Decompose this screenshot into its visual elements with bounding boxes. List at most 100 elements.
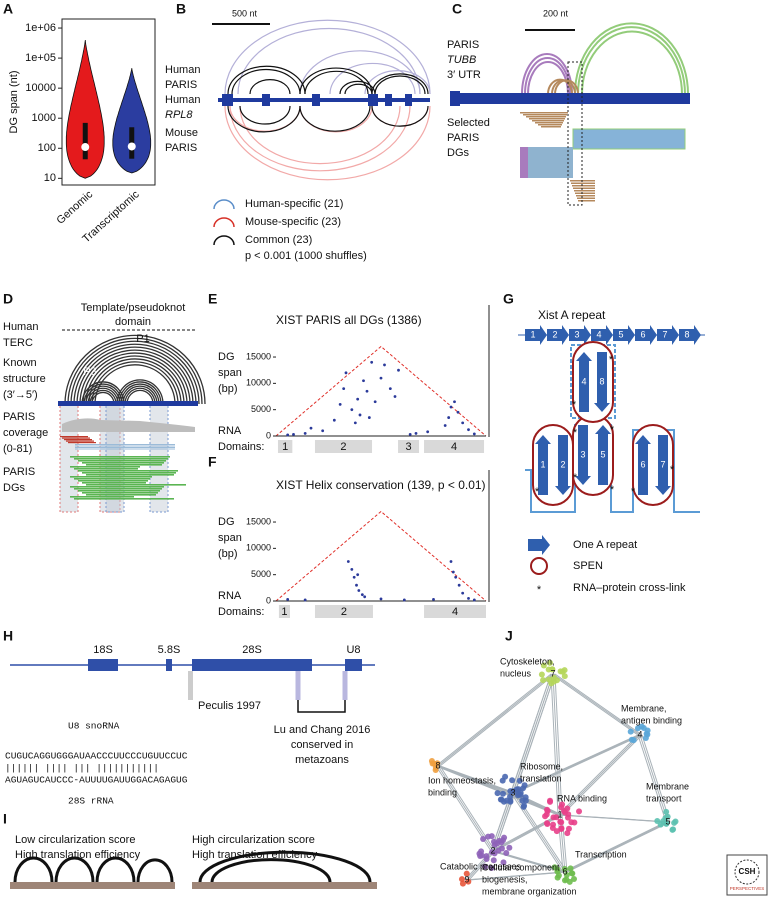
rna-bar — [10, 882, 175, 889]
arc — [577, 26, 686, 95]
stem-arrow — [595, 425, 611, 485]
repeat-number: 6 — [640, 329, 645, 339]
row-label: (0-81) — [3, 443, 32, 455]
rrna-label: 28S rRNA — [68, 796, 114, 807]
citation: Peculis 1997 — [198, 700, 261, 712]
network-node — [500, 859, 507, 866]
network-node — [507, 797, 514, 804]
point — [367, 416, 371, 419]
rna-label: U8 — [346, 644, 360, 656]
network-node — [499, 790, 506, 797]
network-node — [654, 818, 661, 825]
sequence: CUGUCAGGUGGGAUAACCCUUCCCUGUUCCUC — [5, 751, 188, 762]
network-node — [545, 676, 552, 683]
dg-line — [66, 440, 94, 442]
dg-line — [60, 436, 88, 438]
panel-label: I — [3, 811, 7, 827]
network-node — [429, 760, 436, 767]
cluster-number: 3 — [510, 787, 515, 797]
y-axis-label: DG — [218, 351, 235, 363]
arc — [85, 355, 185, 405]
dg-line — [86, 474, 174, 476]
stem-number: 8 — [599, 376, 604, 386]
dg-line — [571, 182, 595, 184]
point — [357, 589, 361, 592]
network-node — [553, 677, 560, 684]
site-mark — [295, 671, 301, 700]
cluster-label: antigen binding — [621, 715, 682, 725]
network-edge — [561, 734, 643, 816]
stem-arrow — [655, 435, 671, 495]
point — [453, 400, 456, 404]
dg-line — [523, 114, 567, 116]
network-edge — [561, 814, 671, 823]
network-node — [571, 875, 578, 882]
arc — [299, 105, 371, 132]
rna-label: 5.8S — [158, 644, 181, 656]
network-node — [553, 814, 560, 821]
cluster-number: 9 — [464, 874, 469, 884]
point — [332, 418, 336, 422]
arc — [198, 850, 372, 883]
point — [286, 598, 290, 601]
arc — [299, 50, 421, 95]
violin-body — [112, 68, 152, 174]
repeat-arrow — [613, 325, 635, 345]
stem-arrow — [555, 435, 571, 495]
stem-number: 1 — [540, 459, 545, 469]
dg-line — [78, 470, 178, 472]
network-edge — [512, 734, 641, 794]
network-edge — [557, 734, 639, 816]
violin-body — [65, 39, 105, 179]
network-node — [569, 870, 576, 877]
network-node — [550, 821, 557, 828]
network-node — [538, 671, 545, 678]
arc — [229, 105, 411, 172]
point — [457, 583, 461, 587]
arc — [89, 389, 117, 405]
arc — [94, 364, 176, 405]
repeat-number: 5 — [618, 329, 623, 339]
cluster-label: biogenesis, — [482, 874, 528, 884]
dg-line — [78, 480, 148, 482]
network-node — [509, 777, 516, 784]
track-label: RPL8 — [165, 109, 193, 121]
network-node — [563, 876, 570, 883]
y-tick-label: 10 — [44, 172, 56, 184]
cluster-number: 8 — [435, 760, 440, 770]
sequence: AGUAGUCAUCCC-AUUUUGAUUGGACAGAGUG — [5, 775, 188, 786]
y-tick-label: 10000 — [246, 378, 271, 388]
point — [402, 598, 406, 602]
panel-label: H — [3, 628, 13, 644]
crosslink-star: * — [670, 464, 675, 476]
arc — [237, 27, 421, 95]
arc — [126, 389, 154, 405]
point — [363, 595, 367, 599]
repeat-number: 7 — [662, 329, 667, 339]
cluster-label: translation — [520, 773, 562, 783]
cluster-label: membrane organization — [482, 886, 577, 896]
dg-line — [541, 126, 561, 128]
point — [467, 596, 470, 600]
dg-line — [529, 118, 565, 120]
arc — [73, 343, 197, 405]
stem-number: 3 — [580, 449, 585, 459]
exon — [312, 94, 320, 106]
stem-arrow — [635, 435, 651, 495]
row-label: Known — [3, 357, 37, 369]
point — [321, 429, 325, 433]
dg-line — [532, 120, 564, 122]
network-edge — [641, 734, 671, 823]
rna-label: 28S — [242, 644, 262, 656]
focus-box — [567, 61, 583, 206]
logo-frame — [726, 854, 768, 896]
gene-line — [218, 98, 430, 102]
network-node — [559, 668, 566, 675]
network-edge — [562, 821, 667, 873]
panel-label: G — [503, 291, 514, 307]
arc — [547, 78, 573, 95]
arc — [95, 856, 136, 883]
domain-number: 2 — [340, 441, 346, 453]
domain-label: RNA — [218, 590, 242, 602]
structure-bar — [58, 401, 198, 406]
